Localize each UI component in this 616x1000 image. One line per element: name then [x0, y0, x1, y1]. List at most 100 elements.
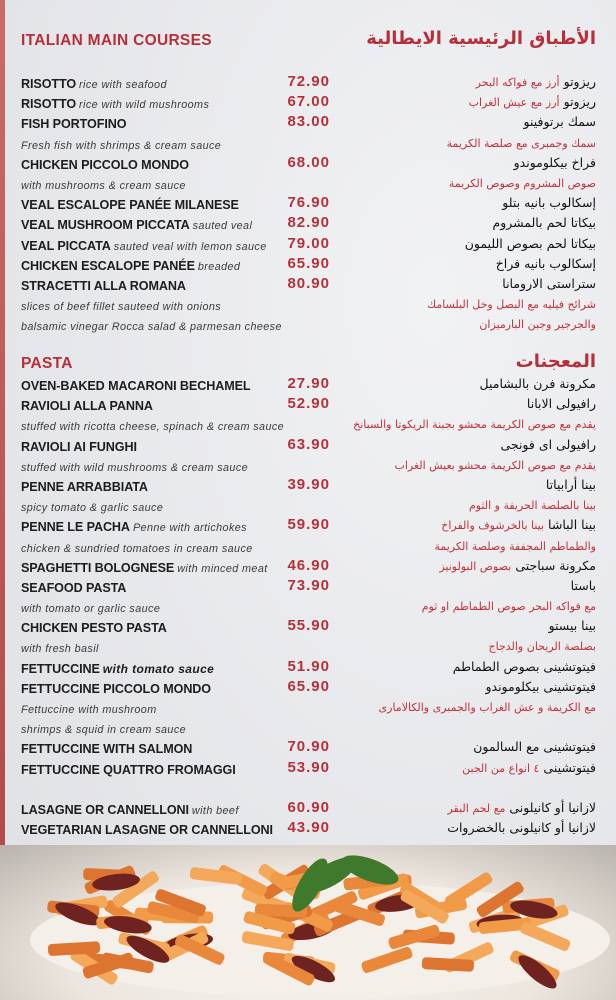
item-description-arabic: شرائح فيليه مع البصل وخل البلسامك	[427, 298, 596, 312]
section-header: ITALIAN MAIN COURSES الأطباق الرئيسية ال…	[0, 28, 616, 56]
item-price: 43.90	[287, 819, 330, 837]
item-description-arabic: بينا بالخرشوف والفراخ	[441, 519, 545, 533]
item-name-arabic: فيتوتشينى	[543, 759, 596, 775]
section-pasta: PASTA المعجنات OVEN-BAKED MACARONI BECHA…	[0, 351, 616, 839]
item-name-arabic: فيتوتشينى بصوص الطماطم	[452, 658, 596, 674]
section-main-courses: ITALIAN MAIN COURSES الأطباق الرئيسية ال…	[0, 28, 616, 335]
item-description-arabic: والجرجير وجبن البارميزان	[479, 318, 596, 332]
item-name: VEGETARIAN LASAGNE OR CANNELLONI	[21, 823, 273, 838]
menu-item: CHICKEN PICCOLO MONDO 68.00 فراخ بيكلوموند…	[0, 154, 616, 174]
item-price: 65.90	[287, 254, 330, 272]
item-name: CHICKEN PICCOLO MONDO	[21, 157, 189, 172]
item-english: FETTUCCINE with tomato sauce	[21, 660, 214, 678]
item-arabic: ريزوتو أرز مع فواكه البحر	[476, 74, 596, 89]
item-english: RISOTTO rice with wild mushrooms	[21, 95, 209, 113]
item-name: CHICKEN PESTO PASTA	[21, 621, 167, 636]
item-description: with mushrooms & cream sauce	[21, 179, 186, 192]
item-name-arabic: سمك برتوفينو	[523, 114, 597, 130]
item-price: 51.90	[287, 657, 330, 675]
item-arabic: والجرجير وجبن البارميزان	[479, 316, 596, 331]
item-english: slices of beef fillet sauteed with onion…	[21, 297, 221, 315]
item-name: FETTUCCINE QUATTRO FROMAGGI	[21, 762, 236, 777]
menu-item: STRACETTI ALLA ROMANA 80.90 ستراستى الاروم…	[0, 275, 616, 295]
item-english: LASAGNE OR CANNELLONI with beef	[21, 801, 239, 819]
item-english: Fresh fish with shrimps & cream sauce	[21, 136, 221, 154]
item-arabic: بيكاتا لحم بصوص الليمون	[465, 236, 596, 251]
item-description: Penne with artichokes	[132, 522, 247, 535]
menu-item-description: with mushrooms & cream sauce صوص المشروم …	[0, 174, 616, 194]
item-price: 73.90	[287, 576, 330, 594]
penne-piece	[47, 941, 101, 956]
penne-piece	[101, 952, 154, 974]
item-price: 79.00	[287, 234, 330, 252]
item-description-arabic: مع لحم البقر	[447, 801, 506, 815]
item-price: 52.90	[287, 395, 330, 413]
menu-item: CHICKEN ESCALOPE PANÉE breaded 65.90 إسكالو…	[0, 255, 616, 275]
menu-item-description: with fresh basil بصلصة الريحان والدجاج	[0, 637, 616, 657]
item-english: chicken & sundried tomatoes in cream sau…	[21, 539, 253, 557]
item-arabic: لازانيا أو كانيلونى مع لحم البقر	[447, 800, 596, 815]
item-description: sauted veal with lemon sauce	[113, 240, 267, 253]
item-english: SPAGHETTI BOLOGNESE with minced meat	[21, 559, 268, 577]
menu-item-description: chicken & sundried tomatoes in cream sau…	[0, 537, 616, 557]
item-name: VEAL ESCALOPE PANÉE MILANESE	[21, 198, 239, 213]
item-name-arabic: لازانيا أو كانيلونى بالخضروات	[447, 820, 596, 836]
item-name: SEAFOOD PASTA	[21, 580, 127, 595]
menu-item-description: stuffed with ricotta cheese, spinach & c…	[0, 415, 616, 435]
penne-piece	[112, 871, 159, 908]
item-english: shrimps & squid in cream sauce	[21, 720, 186, 738]
item-name-arabic: ريزوتو	[563, 74, 596, 89]
item-arabic: إسكالوب بانيه فراخ	[496, 256, 596, 271]
menu-item: OVEN-BAKED MACARONI BECHAMEL 27.90 مكرونة …	[0, 375, 616, 395]
item-price: 65.90	[287, 677, 330, 695]
item-arabic: ريزوتو أرز مع عيش الغراب	[469, 94, 596, 109]
item-name: CHICKEN ESCALOPE PANÉE	[21, 258, 195, 273]
penne-piece	[478, 917, 532, 934]
menu-item: VEAL ESCALOPE PANÉE MILANESE 76.90 إسكالوب…	[0, 194, 616, 214]
item-name: RAVIOLI ALLA PANNA	[21, 399, 153, 414]
item-english: with tomato or garlic sauce	[21, 599, 160, 617]
item-english: PENNE LE PACHA Penne with artichokes	[21, 518, 247, 536]
menu-item-description: balsamic vinegar Rocca salad & parmesan …	[0, 315, 616, 335]
item-price: 46.90	[287, 556, 330, 574]
menu-item: SPAGHETTI BOLOGNESE with minced meat 46.90…	[0, 557, 616, 577]
item-english: CHICKEN PESTO PASTA	[21, 619, 167, 637]
section-title-ar: الأطباق الرئيسية الايطالية	[366, 28, 596, 49]
item-description-arabic: مع الكريمة و عش الغراب والجمبرى والكالام…	[378, 701, 596, 714]
menu-item: FISH PORTOFINO 83.00 سمك برتوفينو	[0, 113, 616, 133]
menu-item-description: shrimps & squid in cream sauce	[0, 718, 616, 738]
item-price: 60.90	[287, 798, 330, 816]
menu-item: FETTUCCINE WITH SALMON 70.90 فيتوتشينى مع …	[0, 738, 616, 758]
item-english: FETTUCCINE PICCOLO MONDO	[21, 680, 211, 698]
item-arabic: باستا	[571, 578, 596, 593]
penne-piece	[361, 946, 413, 973]
item-name: VEAL MUSHROOM PICCATA	[21, 218, 190, 233]
sun-dried-tomato	[55, 902, 101, 926]
menu-item: VEGETARIAN LASAGNE OR CANNELLONI 43.90 لاز…	[0, 819, 616, 839]
item-arabic: بيكاتا لحم بالمشروم	[492, 215, 596, 230]
menu-item-description: slices of beef fillet sauteed with onion…	[0, 295, 616, 315]
item-description: rice with seafood	[79, 79, 167, 91]
item-name: FETTUCCINE	[21, 661, 100, 676]
item-english: CHICKEN ESCALOPE PANÉE breaded	[21, 257, 240, 275]
item-name: PENNE LE PACHA	[21, 520, 130, 535]
menu-list: OVEN-BAKED MACARONI BECHAMEL 27.90 مكرونة …	[0, 375, 616, 839]
menu-item-description: Fresh fish with shrimps & cream sauce سمك…	[0, 134, 616, 154]
item-description: stuffed with wild mushrooms & cream sauc…	[21, 461, 249, 474]
left-border	[0, 0, 5, 845]
item-description: spicy tomato & garlic sauce	[21, 502, 164, 515]
item-arabic: رافيولى الابانا	[527, 396, 596, 411]
item-english: spicy tomato & garlic sauce	[21, 498, 163, 516]
item-english: with fresh basil	[21, 639, 99, 657]
item-arabic: فيتوتشينى بصوص الطماطم	[453, 659, 596, 674]
item-arabic: بينا بالصلصة الحريفة و الثوم	[469, 497, 596, 512]
pasta-photo	[0, 845, 616, 1000]
item-arabic: ستراستى الارومانا	[502, 276, 596, 291]
penne-piece	[155, 889, 206, 917]
penne-piece	[400, 890, 449, 924]
item-english: CHICKEN PICCOLO MONDO	[21, 156, 189, 174]
item-name-arabic: لازانيا أو كانيلونى	[509, 799, 596, 815]
item-english: RAVIOLI ALLA PANNA	[21, 397, 153, 415]
menu-item: LASAGNE OR CANNELLONI with beef 60.90 لازان…	[0, 799, 616, 819]
item-price: 67.00	[287, 93, 330, 111]
